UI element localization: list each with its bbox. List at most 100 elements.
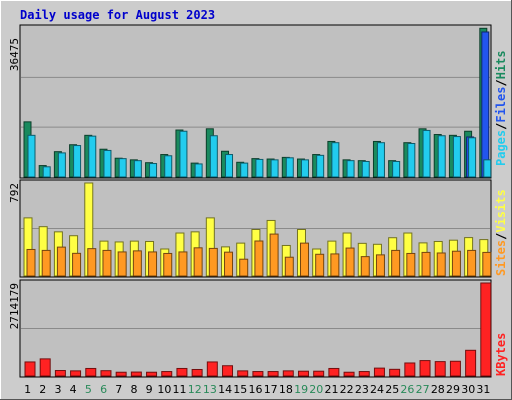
bar-sites-day-27 — [421, 251, 431, 277]
bar-pages-day-18 — [285, 157, 294, 178]
legend-mid: Sites/Visits — [494, 189, 508, 276]
bar-sites-day-31 — [482, 251, 492, 277]
bar-kbytes-day-14 — [222, 365, 234, 377]
x-label-day-4: 4 — [70, 383, 77, 396]
bar-pages-day-21 — [331, 142, 340, 178]
legend-kbytes: KBytes — [494, 333, 508, 376]
bar-sites-day-28 — [436, 252, 446, 277]
bar-kbytes-day-3 — [54, 370, 66, 377]
bars-hits-files-pages — [23, 27, 492, 178]
bar-pages-day-2 — [42, 166, 51, 178]
bar-kbytes-day-9 — [146, 371, 158, 377]
x-label-day-8: 8 — [130, 383, 137, 396]
bar-pages-day-1 — [27, 134, 36, 178]
bar-sites-day-16 — [254, 240, 264, 277]
x-label-day-13: 13 — [203, 383, 217, 396]
bar-kbytes-day-15 — [237, 370, 249, 377]
x-label-day-26: 26 — [400, 383, 414, 396]
x-label-day-18: 18 — [279, 383, 293, 396]
bar-pages-day-17 — [270, 159, 279, 178]
bar-pages-day-31 — [483, 159, 492, 178]
bar-sites-day-9 — [148, 251, 158, 277]
x-label-day-31: 31 — [476, 383, 490, 396]
bar-files-day-31 — [481, 31, 490, 178]
bar-sites-day-6 — [102, 249, 112, 277]
chart-title: Daily usage for August 2023 — [20, 8, 215, 22]
ytick-hits-max: 36475 — [8, 38, 21, 71]
bar-sites-day-30 — [467, 249, 477, 277]
bar-pages-day-11 — [179, 130, 188, 178]
bar-pages-day-29 — [452, 136, 461, 178]
bar-kbytes-day-21 — [328, 367, 340, 377]
bar-sites-day-20 — [315, 253, 325, 277]
bar-pages-day-20 — [316, 154, 325, 178]
x-label-day-6: 6 — [100, 383, 107, 396]
bars-kbytes — [24, 282, 492, 377]
bar-sites-day-18 — [284, 256, 294, 277]
x-label-day-14: 14 — [218, 383, 232, 396]
bar-sites-day-12 — [193, 247, 203, 277]
x-label-day-28: 28 — [431, 383, 445, 396]
x-label-day-10: 10 — [157, 383, 171, 396]
x-label-day-22: 22 — [340, 383, 354, 396]
bar-pages-day-13 — [209, 135, 218, 178]
bar-kbytes-day-22 — [343, 371, 355, 377]
bar-kbytes-day-19 — [297, 370, 309, 377]
x-label-day-5: 5 — [85, 383, 92, 396]
bar-kbytes-day-1 — [24, 361, 36, 377]
bar-pages-day-6 — [103, 149, 112, 178]
bar-kbytes-day-30 — [465, 349, 477, 377]
bar-sites-day-26 — [406, 252, 416, 277]
legend-files: Files — [494, 87, 508, 123]
bar-pages-day-7 — [118, 158, 127, 178]
bar-kbytes-day-13 — [206, 361, 218, 377]
x-label-day-23: 23 — [355, 383, 369, 396]
bar-sites-day-24 — [375, 254, 385, 277]
bar-kbytes-day-5 — [85, 367, 97, 377]
bar-sites-day-1 — [26, 248, 36, 277]
bar-sites-day-22 — [345, 247, 355, 277]
x-label-day-1: 1 — [24, 383, 31, 396]
x-label-day-2: 2 — [39, 383, 46, 396]
bar-sites-day-14 — [224, 251, 234, 277]
bar-pages-day-15 — [240, 162, 249, 178]
bar-sites-day-15 — [239, 258, 249, 277]
legend-visits: Visits — [494, 189, 508, 232]
bars-visits-sites — [23, 182, 492, 277]
x-label-day-25: 25 — [385, 383, 399, 396]
x-label-day-11: 11 — [173, 383, 187, 396]
bar-kbytes-day-28 — [434, 361, 446, 377]
x-label-day-16: 16 — [249, 383, 263, 396]
bar-pages-day-9 — [149, 163, 158, 178]
bar-sites-day-13 — [208, 247, 218, 277]
bar-sites-day-7 — [117, 251, 127, 277]
bar-sites-day-29 — [451, 250, 461, 277]
bar-sites-day-23 — [360, 256, 370, 277]
x-label-day-27: 27 — [416, 383, 430, 396]
bar-kbytes-day-8 — [130, 371, 142, 377]
x-label-day-3: 3 — [54, 383, 61, 396]
x-label-day-24: 24 — [370, 383, 384, 396]
x-axis-day-labels: 1 2 3 4 5 6 7 8 9 10 11 12 13 14 15 16 17 18 19 20 21 22 23 24 2… — [24, 383, 490, 396]
bar-pages-day-26 — [407, 143, 416, 178]
bar-kbytes-day-6 — [100, 370, 112, 377]
bar-sites-day-21 — [330, 253, 340, 277]
x-label-day-19: 19 — [294, 383, 308, 396]
gridlines — [21, 76, 490, 329]
bar-pages-day-19 — [300, 159, 309, 178]
bar-sites-day-10 — [163, 252, 173, 277]
legend-sep-3: / — [494, 233, 508, 240]
x-label-day-21: 21 — [324, 383, 338, 396]
bar-pages-day-12 — [194, 163, 203, 178]
bar-pages-day-27 — [422, 129, 431, 178]
bar-pages-day-3 — [57, 152, 66, 178]
bar-kbytes-day-29 — [449, 360, 461, 377]
bar-kbytes-day-2 — [39, 358, 51, 377]
bar-kbytes-day-4 — [70, 370, 82, 377]
ytick-visits-max: 792 — [8, 183, 21, 203]
bar-kbytes-day-12 — [191, 368, 203, 377]
bar-pages-day-14 — [225, 154, 234, 178]
bar-sites-day-11 — [178, 251, 188, 277]
bar-kbytes-day-10 — [161, 371, 173, 377]
